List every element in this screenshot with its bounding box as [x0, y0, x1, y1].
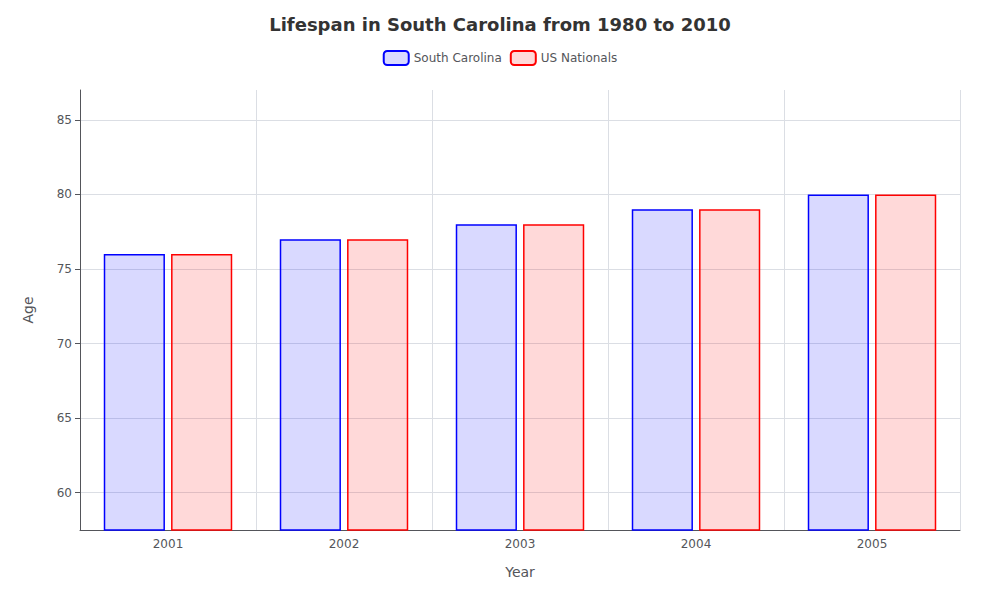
svg-text:2003: 2003: [505, 537, 536, 551]
svg-text:South Carolina: South Carolina: [414, 51, 502, 65]
svg-text:2004: 2004: [681, 537, 712, 551]
svg-text:2001: 2001: [153, 537, 184, 551]
svg-text:Lifespan in South Carolina fro: Lifespan in South Carolina from 1980 to …: [269, 14, 731, 35]
svg-text:80: 80: [57, 187, 72, 201]
svg-text:US Nationals: US Nationals: [541, 51, 617, 65]
svg-text:65: 65: [57, 411, 72, 425]
svg-text:Year: Year: [504, 564, 535, 580]
svg-text:Age: Age: [20, 296, 36, 323]
svg-text:2002: 2002: [329, 537, 360, 551]
svg-text:70: 70: [57, 337, 72, 351]
svg-text:2005: 2005: [857, 537, 888, 551]
svg-text:60: 60: [57, 486, 72, 500]
svg-text:85: 85: [57, 113, 72, 127]
svg-text:75: 75: [57, 262, 72, 276]
